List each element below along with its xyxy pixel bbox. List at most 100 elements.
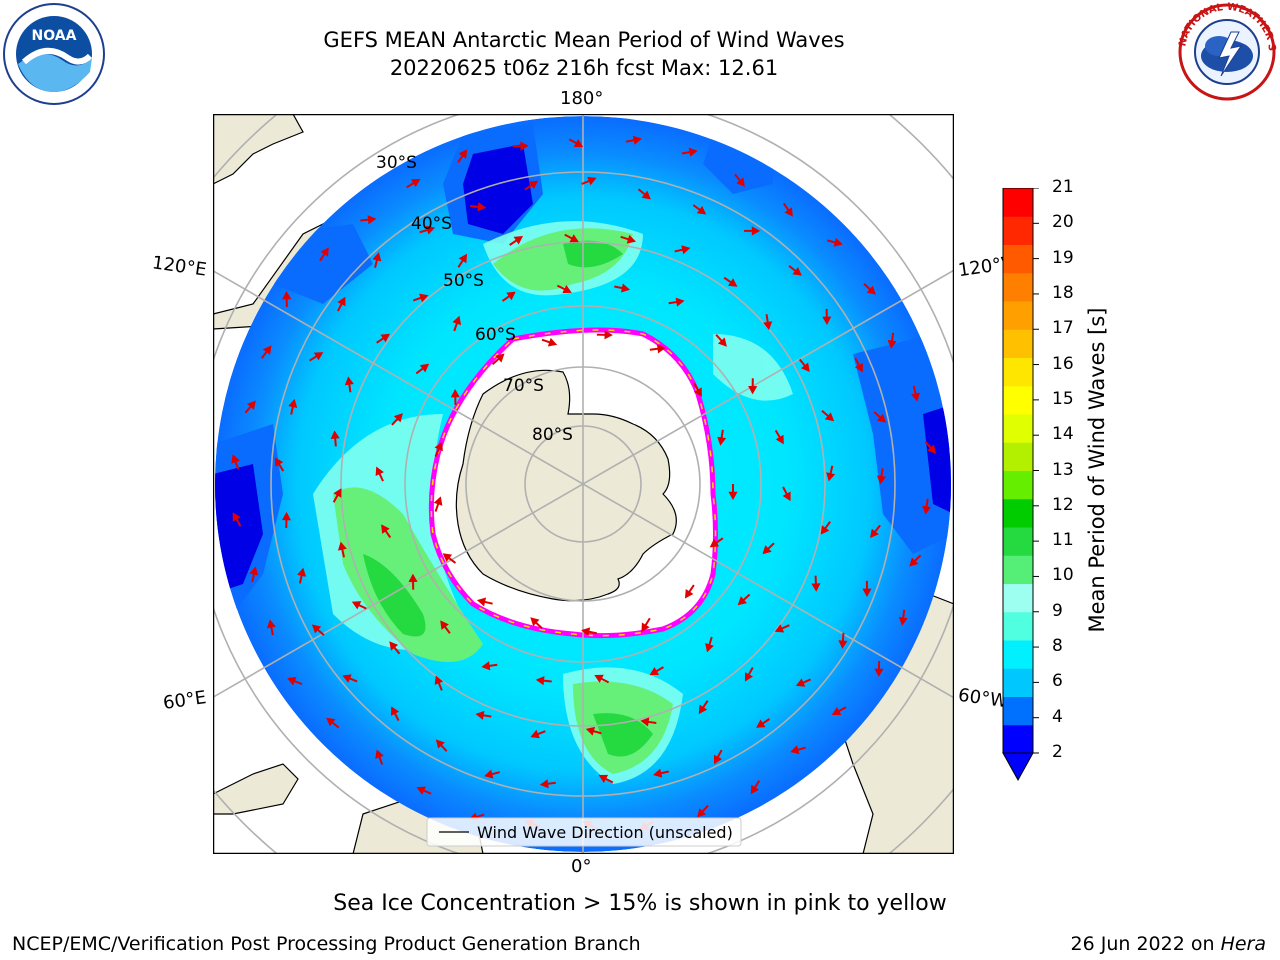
wave-arrow-head: [458, 149, 468, 159]
wave-arrow-head: [326, 717, 336, 727]
wave-arrow-head: [375, 466, 384, 477]
wave-arrow-head: [887, 339, 897, 349]
colorbar-segment: [1003, 498, 1033, 528]
wave-arrow-head: [530, 617, 540, 627]
wave-arrow-head: [811, 583, 821, 592]
wave-arrow-head: [375, 749, 384, 759]
wave-arrow-head: [573, 139, 584, 148]
lon-label-120e: 120°E: [150, 252, 208, 281]
colorbar-extend-arrow: [1002, 752, 1034, 782]
wave-arrow-head: [477, 202, 487, 212]
wave-arrow-head: [632, 135, 642, 145]
wave-arrow-head: [641, 622, 650, 632]
colorbar-segment: [1003, 216, 1033, 245]
wave-arrow-head: [782, 491, 791, 502]
chart-subtitle: 20220625 t06z 216h fcst Max: 12.61: [389, 56, 779, 80]
wave-arrow-head: [520, 141, 529, 151]
colorbar-segment: [1003, 272, 1033, 302]
colorbar-tick-label: 18: [1052, 282, 1074, 303]
colorbar-segment: [1003, 301, 1033, 330]
wave-arrow-head: [475, 710, 485, 720]
wave-arrow-head: [784, 207, 793, 217]
wave-arrow-head: [709, 538, 720, 548]
wave-arrow-head: [562, 284, 572, 294]
wave-arrow-head: [390, 706, 400, 716]
lat-label-40s: 40°S: [411, 214, 452, 234]
wave-arrow-head: [530, 729, 540, 739]
wave-arrow-head: [653, 768, 663, 778]
wave-arrow-head: [696, 205, 707, 215]
wave-arrow-head: [419, 363, 430, 373]
wave-arrow-head: [434, 441, 443, 452]
wave-arrow-head: [717, 436, 727, 446]
wave-arrow-head: [705, 643, 714, 653]
lat-label-80s: 80°S: [532, 425, 573, 445]
noaa-logo: NOAA: [2, 2, 106, 110]
wave-arrow-head: [320, 247, 329, 257]
wave-arrow-head: [587, 176, 597, 186]
wave-arrow-head: [737, 596, 747, 606]
chart-title: GEFS MEAN Antarctic Mean Period of Wind …: [323, 28, 845, 52]
wave-arrow-head: [569, 234, 579, 243]
wave-arrow-head: [416, 786, 426, 795]
wave-arrow-head: [495, 353, 505, 363]
colorbar-segment: [1003, 724, 1033, 754]
wave-arrow-head: [792, 267, 802, 276]
wave-arrow-head: [547, 337, 558, 347]
wave-arrow-head: [410, 178, 421, 188]
wave-arrow-head: [274, 457, 284, 467]
wave-arrow-head: [313, 352, 324, 361]
wave-arrow-head: [756, 719, 766, 728]
colorbar-segment: [1003, 357, 1033, 387]
colorbar-tick-label: 10: [1052, 565, 1074, 586]
colorbar-tick-label: 9: [1052, 600, 1063, 621]
wave-arrow-head: [876, 475, 886, 485]
wave-arrow-head: [381, 524, 390, 534]
colorbar-tick-label: 13: [1052, 459, 1074, 480]
wave-arrow-head: [911, 392, 920, 402]
wave-arrow-head: [297, 567, 307, 577]
colorbar-segment: [1003, 640, 1033, 669]
wave-arrow-head: [539, 779, 549, 789]
polar-map: 30°S 40°S 50°S 60°S 70°S 80°S Wind Wave …: [212, 113, 955, 855]
colorbar-segment: [1003, 414, 1033, 443]
wave-arrow-head: [452, 315, 462, 326]
lat-label-60s: 60°S: [475, 325, 516, 345]
colorbar-segment: [1003, 442, 1033, 471]
wave-arrow-head: [626, 234, 637, 244]
colorbar-segment: [1003, 385, 1033, 415]
wave-arrow-head: [380, 333, 390, 343]
colorbar-segment: [1003, 696, 1033, 726]
map-legend: Wind Wave Direction (unscaled): [426, 817, 742, 847]
wave-arrow-head: [372, 252, 382, 262]
wave-arrow-head: [876, 413, 887, 423]
wave-arrow-head: [922, 505, 932, 515]
wave-arrow-head: [433, 496, 443, 506]
wave-arrow-head: [330, 430, 340, 440]
wave-arrow-head: [790, 745, 800, 755]
wave-arrow-head: [909, 557, 919, 567]
lon-label-0: 0°: [571, 856, 592, 877]
colorbar-tick-label: 21: [1052, 177, 1074, 197]
wave-arrow-head: [337, 541, 347, 551]
wave-arrow-head: [408, 573, 418, 583]
wave-arrow-head: [833, 237, 843, 247]
wave-arrow-head: [640, 717, 650, 727]
wave-arrow-head: [727, 278, 738, 287]
wave-arrow-head: [927, 444, 937, 454]
wave-arrow-head: [393, 413, 403, 423]
colorbar-segment: [1003, 611, 1033, 641]
wave-arrow-head: [435, 739, 445, 749]
run-date: 26 Jun 2022 on Hera: [1071, 933, 1266, 955]
wave-arrow-head: [736, 177, 745, 187]
colorbar-tick-label: 2: [1052, 742, 1063, 762]
colorbar-tick-label: 17: [1052, 318, 1074, 339]
wave-arrow-head: [450, 388, 460, 398]
antarctica: [455, 369, 677, 602]
wave-arrow-head: [763, 321, 773, 331]
wind-wave-arrows: [231, 135, 937, 830]
wave-arrow-head: [389, 641, 399, 651]
wave-arrow-head: [249, 566, 259, 576]
svg-text:NOAA: NOAA: [32, 28, 77, 44]
wave-arrow-head: [822, 316, 832, 325]
